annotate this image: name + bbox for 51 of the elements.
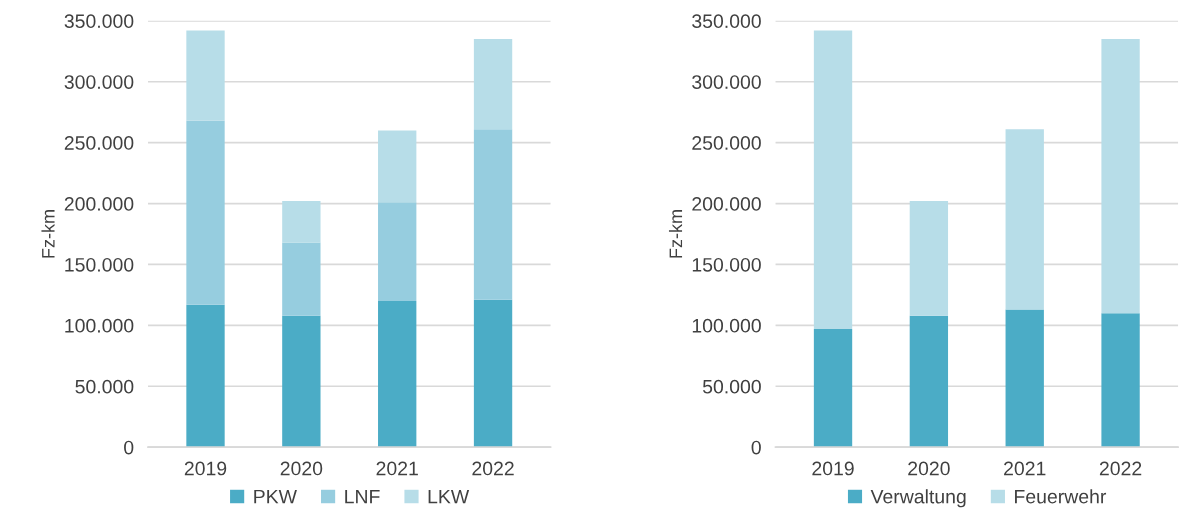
y-tick-label: 250.000 xyxy=(692,136,761,150)
bar xyxy=(282,315,321,448)
y-tick-label: 0 xyxy=(124,440,134,455)
bar xyxy=(186,30,225,121)
x-tick-label: 2021 xyxy=(376,461,418,476)
y-tick-label: 350.000 xyxy=(64,14,134,29)
x-tick-label: 2020 xyxy=(280,461,323,476)
bar xyxy=(813,329,853,448)
y-tick-label: 50.000 xyxy=(75,379,134,394)
bar xyxy=(1005,309,1044,448)
x-tick-label: 2019 xyxy=(812,461,854,476)
legend-label: PKW xyxy=(254,489,297,504)
bar xyxy=(1101,313,1140,448)
x-tick-label: 2022 xyxy=(1099,461,1142,476)
y-tick-label: 300.000 xyxy=(64,75,134,89)
y-tick-label: 300.000 xyxy=(692,75,761,89)
y-tick-label: 0 xyxy=(751,440,761,455)
bar xyxy=(186,120,225,305)
y-tick-label: 250.000 xyxy=(64,136,134,150)
bar xyxy=(909,315,949,448)
bar xyxy=(378,301,417,448)
x-tick-label: 2019 xyxy=(184,461,227,476)
y-tick-label: 50.000 xyxy=(702,379,761,394)
legend-label: Feuerwehr xyxy=(1015,489,1107,504)
bar xyxy=(282,242,321,316)
bar xyxy=(282,201,321,243)
bar xyxy=(378,130,417,203)
y-tick-label: 150.000 xyxy=(65,257,134,272)
bar xyxy=(473,39,513,130)
x-tick-label: 2021 xyxy=(1004,461,1046,476)
bar xyxy=(473,299,513,448)
y-tick-label: 200.000 xyxy=(692,197,761,211)
bar xyxy=(1101,39,1140,314)
legend-label: Verwaltung xyxy=(870,489,966,508)
legend-label: LNF xyxy=(345,489,380,504)
y-tick-label: 100.000 xyxy=(65,318,134,333)
x-tick-label: 2022 xyxy=(472,461,514,476)
y-axis-title: Fz-km xyxy=(41,210,55,258)
y-tick-label: 200.000 xyxy=(64,197,134,211)
y-tick-label: 150.000 xyxy=(692,257,761,272)
x-tick-label: 2020 xyxy=(908,461,950,476)
y-tick-label: 350.000 xyxy=(692,14,761,29)
bar xyxy=(909,201,949,316)
bar xyxy=(378,202,417,302)
y-axis-title: Fz-km xyxy=(668,210,683,258)
bar xyxy=(1005,129,1044,310)
y-tick-label: 100.000 xyxy=(692,318,761,333)
bar xyxy=(186,304,225,448)
bar xyxy=(473,129,513,300)
bar xyxy=(813,30,853,330)
legend-label: LKW xyxy=(428,489,470,504)
